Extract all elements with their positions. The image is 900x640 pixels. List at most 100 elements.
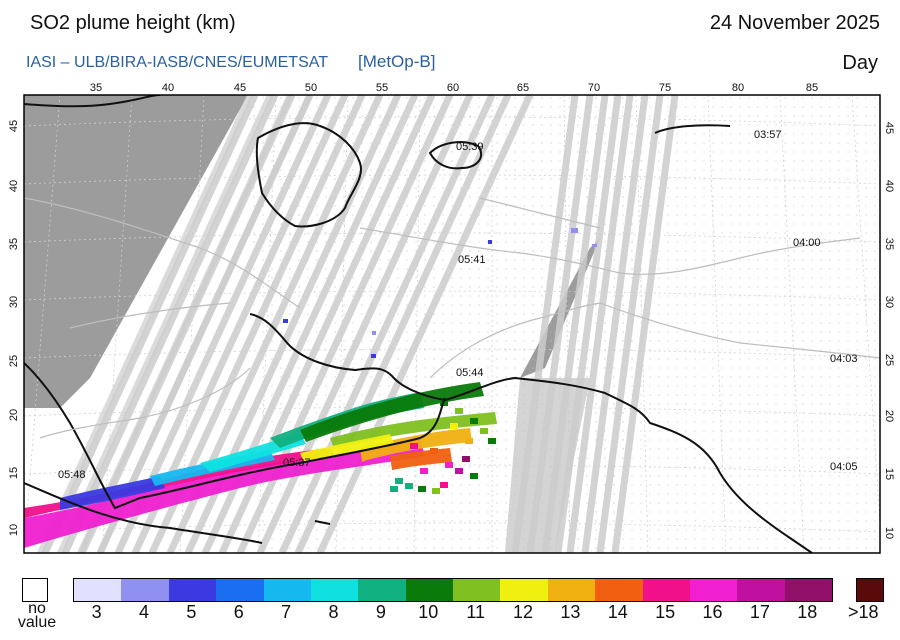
plume-pixel bbox=[480, 428, 488, 434]
swath-stripe bbox=[611, 95, 679, 553]
over-18-label: >18 bbox=[848, 602, 879, 622]
lat-label-left: 10 bbox=[8, 524, 20, 536]
plume-band bbox=[300, 382, 484, 442]
meridian-line bbox=[851, 95, 880, 529]
meridian-line bbox=[563, 95, 571, 553]
swath-stripe bbox=[581, 95, 649, 553]
lat-labels-left: 45 40 35 30 25 20 15 10 bbox=[8, 120, 20, 536]
map-svg: 05:39 05:41 05:44 05:48 05:37 03:57 04:0… bbox=[8, 82, 895, 570]
legend-color-segment bbox=[74, 579, 122, 601]
swath-stripe bbox=[256, 95, 474, 553]
legend-color-segment bbox=[500, 579, 548, 601]
lat-label-left: 15 bbox=[8, 467, 20, 479]
legend-tick-label: 12 bbox=[513, 602, 534, 622]
credit-text: IASI – ULB/BIRA-IASB/CNES/EUMETSAT bbox=[26, 54, 328, 71]
plume-pixel bbox=[465, 438, 473, 444]
map-frame bbox=[23, 94, 881, 554]
obs-dots-east bbox=[600, 95, 880, 553]
lon-label-top: 35 bbox=[90, 82, 102, 94]
legend-tick-label: 3 bbox=[91, 602, 102, 622]
swath-stripe bbox=[41, 95, 259, 553]
no-value-line: no bbox=[28, 600, 46, 617]
legend-tick-label: 16 bbox=[702, 602, 723, 622]
time-label: 05:37 bbox=[283, 457, 311, 469]
plume-pixel bbox=[410, 443, 418, 449]
day-night-label: Day bbox=[842, 52, 878, 74]
plume-pixel bbox=[455, 408, 463, 414]
lat-label-right: 40 bbox=[883, 180, 895, 192]
lon-label-top: 80 bbox=[732, 82, 744, 94]
legend-tick-label: 15 bbox=[655, 602, 676, 622]
no-value-line: value bbox=[17, 614, 57, 631]
plume-pixel bbox=[395, 478, 403, 484]
meridian-line bbox=[413, 95, 421, 553]
legend-tick-label: 6 bbox=[233, 602, 244, 622]
legend-color-segment bbox=[547, 579, 596, 601]
meridian-line bbox=[179, 95, 205, 553]
meridian-line bbox=[779, 95, 805, 553]
plume-pixel bbox=[450, 423, 458, 429]
aral-sea bbox=[428, 141, 483, 170]
lat-label-left: 30 bbox=[8, 296, 20, 308]
color-legend: no value 3 4 5 6 7 8 9 10 11 12 13 14 15 16 17 18 >18 bbox=[0, 570, 900, 640]
plume-pixel bbox=[455, 468, 463, 474]
legend-color-segment bbox=[216, 579, 264, 601]
meridian-line bbox=[635, 95, 649, 553]
swath-stripe bbox=[566, 95, 634, 553]
lon-label-top: 70 bbox=[588, 82, 600, 94]
lon-label-top: 85 bbox=[806, 82, 818, 94]
swath-stripe bbox=[97, 95, 313, 553]
plume-band bbox=[24, 438, 425, 548]
swath-stripe bbox=[61, 95, 279, 553]
overpass-times: 05:39 05:41 05:44 05:48 05:37 03:57 04:0… bbox=[58, 129, 858, 481]
plume-pixel bbox=[462, 456, 470, 462]
meridian-line bbox=[101, 95, 133, 553]
lat-label-right: 10 bbox=[883, 527, 895, 539]
plume-pixel bbox=[445, 462, 453, 468]
lat-label-left: 45 bbox=[8, 120, 20, 132]
legend-color-segment bbox=[310, 579, 359, 601]
legend-tick-label: 18 bbox=[797, 602, 818, 622]
so2-plume bbox=[24, 382, 497, 548]
satellite-label: [MetOp-B] bbox=[358, 52, 436, 71]
meridian-line bbox=[335, 95, 349, 553]
credit-line: IASI – ULB/BIRA-IASB/CNES/EUMETSAT [MetOp… bbox=[26, 52, 435, 72]
plume-pixel bbox=[470, 473, 478, 479]
socotra bbox=[314, 520, 331, 525]
lon-label-top: 65 bbox=[517, 82, 529, 94]
lat-label-right: 45 bbox=[883, 122, 895, 134]
caspian-sea bbox=[255, 122, 362, 228]
legend-color-bar bbox=[73, 578, 833, 602]
gulf-coast bbox=[249, 313, 813, 553]
lat-label-left: 25 bbox=[8, 355, 20, 367]
plume-band bbox=[24, 448, 335, 518]
no-value-label: no value bbox=[10, 600, 64, 631]
time-label: 03:57 bbox=[754, 129, 782, 141]
lat-labels-right: 45 40 35 30 25 20 15 10 bbox=[883, 122, 895, 539]
plume-pixel bbox=[470, 418, 478, 424]
plume-pixel bbox=[418, 486, 426, 492]
legend-color-segment bbox=[405, 579, 453, 601]
lon-label-top: 50 bbox=[305, 82, 317, 94]
time-label: 04:05 bbox=[830, 461, 858, 473]
lat-label-right: 25 bbox=[883, 354, 895, 366]
swath-stripe bbox=[526, 95, 594, 553]
time-label: 04:03 bbox=[830, 353, 858, 365]
lon-label-top: 60 bbox=[447, 82, 459, 94]
isolated-pixels bbox=[283, 228, 597, 358]
legend-color-segment bbox=[689, 579, 738, 601]
legend-color-segment bbox=[737, 579, 785, 601]
time-label: 05:39 bbox=[456, 141, 484, 153]
balkhash-lake bbox=[654, 124, 731, 134]
time-label: 05:41 bbox=[458, 254, 486, 266]
plume-pixel bbox=[405, 483, 413, 489]
lat-label-left: 40 bbox=[8, 180, 20, 192]
legend-color-segment bbox=[453, 579, 501, 601]
lat-label-right: 20 bbox=[883, 410, 895, 422]
lon-label-top: 75 bbox=[659, 82, 671, 94]
legend-tick-label: 13 bbox=[560, 602, 581, 622]
swath-stripe bbox=[77, 95, 293, 553]
coastlines bbox=[24, 95, 813, 553]
legend-tick-label: 7 bbox=[281, 602, 292, 622]
so2-map: 05:39 05:41 05:44 05:48 05:37 03:57 04:0… bbox=[0, 78, 900, 570]
